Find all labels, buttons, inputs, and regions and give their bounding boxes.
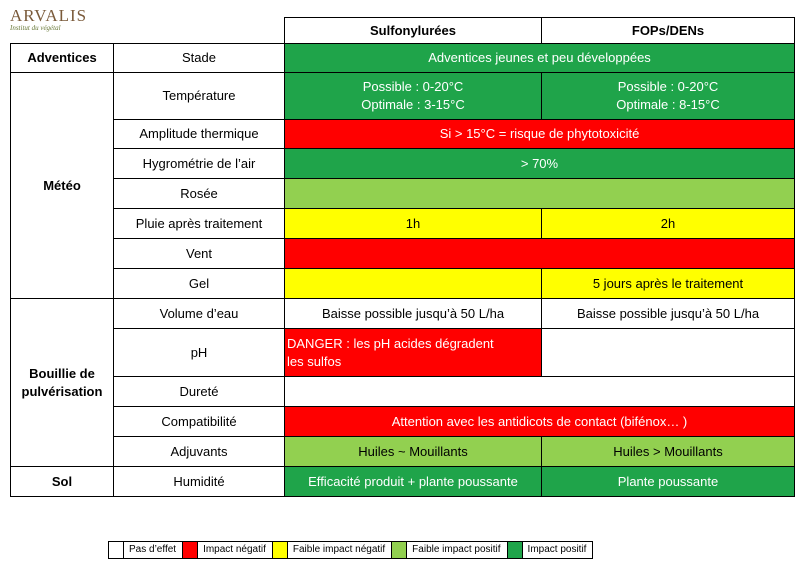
cell-humidite-fops: Plante poussante xyxy=(541,466,795,497)
color-legend: Pas d’effet Impact négatif Faible impact… xyxy=(108,541,594,559)
header-fops-dens: FOPs/DENs xyxy=(541,17,795,44)
herbicide-conditions-table: Sulfonylurées FOPs/DENs Adventices Stade… xyxy=(10,17,795,497)
temperature-sulfo-optimale: Optimale : 3-15°C xyxy=(361,97,465,112)
cell-amplitude: Si > 15°C = risque de phytotoxicité xyxy=(284,119,795,149)
legend-swatch-red xyxy=(182,542,199,558)
cell-compatibilite: Attention avec les antidicots de contact… xyxy=(284,406,795,437)
legend-item-impact-positif: Impact positif xyxy=(506,542,593,558)
cell-gel-fops: 5 jours après le traitement xyxy=(541,268,795,299)
ph-sulfo-line1: DANGER : les pH acides dégradent xyxy=(287,335,494,351)
cell-pluie-sulfo: 1h xyxy=(284,208,542,239)
legend-item-faible-negatif: Faible impact négatif xyxy=(271,542,391,558)
legend-swatch-light-green xyxy=(391,542,408,558)
row-label-vent: Vent xyxy=(113,238,285,269)
logo-name: ARVALIS xyxy=(10,6,88,25)
table-row: Hygrométrie de l’air > 70% xyxy=(11,148,795,179)
row-label-stade: Stade xyxy=(113,43,285,73)
temperature-sulfo-possible: Possible : 0-20°C xyxy=(362,79,464,94)
table-row: Météo Température Possible : 0-20°C Opti… xyxy=(10,72,795,299)
table-row: Vent xyxy=(11,238,795,269)
cell-ph-sulfo: DANGER : les pH acides dégradent les sul… xyxy=(284,328,542,377)
row-label-adjuvants: Adjuvants xyxy=(113,436,285,467)
legend-label: Impact négatif xyxy=(203,544,266,555)
header-sulfonylurees: Sulfonylurées xyxy=(284,17,542,44)
cell-vent xyxy=(284,238,795,269)
category-meteo: Météo xyxy=(10,72,114,299)
category-bouillie: Bouillie de pulvérisation xyxy=(10,298,114,467)
cell-adjuvants-sulfo: Huiles ~ Mouillants xyxy=(284,436,542,467)
category-adventices: Adventices xyxy=(10,43,114,73)
arvalis-logo: ARVALIS Institut du végétal xyxy=(10,6,87,32)
row-label-volume: Volume d’eau xyxy=(113,298,285,329)
legend-swatch-white xyxy=(109,542,124,558)
row-label-compatibilite: Compatibilité xyxy=(113,406,285,437)
row-label-temperature: Température xyxy=(113,72,285,120)
table-row: Bouillie de pulvérisation Volume d’eau B… xyxy=(10,298,795,467)
cell-volume-fops: Baisse possible jusqu’à 50 L/ha xyxy=(541,298,795,329)
legend-swatch-yellow xyxy=(271,542,288,558)
cell-temperature-sulfo: Possible : 0-20°C Optimale : 3-15°C xyxy=(284,72,542,120)
cell-volume-sulfo: Baisse possible jusqu’à 50 L/ha xyxy=(284,298,542,329)
temperature-fops-possible: Possible : 0-20°C xyxy=(617,79,719,94)
cell-humidite-sulfo: Efficacité produit + plante poussante xyxy=(284,466,542,497)
cell-pluie-fops: 2h xyxy=(541,208,795,239)
temperature-fops-optimale: Optimale : 8-15°C xyxy=(616,97,720,112)
logo-subtitle: Institut du végétal xyxy=(10,24,61,32)
legend-label: Pas d’effet xyxy=(129,544,177,555)
cell-temperature-fops: Possible : 0-20°C Optimale : 8-15°C xyxy=(541,72,795,120)
table-row: Adventices Stade Adventices jeunes et pe… xyxy=(10,43,795,73)
legend-swatch-green xyxy=(506,542,523,558)
row-label-rosee: Rosée xyxy=(113,178,285,209)
legend-item-pas-effet: Pas d’effet xyxy=(109,542,182,558)
cell-hygrometrie: > 70% xyxy=(284,148,795,179)
table-header-row: Sulfonylurées FOPs/DENs xyxy=(11,17,795,44)
legend-label: Faible impact positif xyxy=(412,544,501,555)
cell-durete xyxy=(284,376,795,407)
row-label-amplitude: Amplitude thermique xyxy=(113,119,285,149)
row-label-hygrometrie: Hygrométrie de l’air xyxy=(113,148,285,179)
row-label-pluie: Pluie après traitement xyxy=(113,208,285,239)
row-label-gel: Gel xyxy=(113,268,285,299)
cell-rosee xyxy=(284,178,795,209)
row-label-ph: pH xyxy=(113,328,285,377)
cell-gel-sulfo xyxy=(284,268,542,299)
table-row: Sol Humidité Efficacité produit + plante… xyxy=(10,466,795,497)
category-bouillie-line2: pulvérisation xyxy=(21,383,103,399)
table-row: Pluie après traitement 1h 2h xyxy=(11,208,795,239)
row-label-humidite: Humidité xyxy=(113,466,285,497)
cell-adjuvants-fops: Huiles > Mouillants xyxy=(541,436,795,467)
legend-item-impact-negatif: Impact négatif xyxy=(182,542,272,558)
legend-label: Impact positif xyxy=(527,544,587,555)
category-bouillie-line1: Bouillie de xyxy=(29,365,95,381)
cell-ph-fops xyxy=(541,328,795,377)
table-row: Adjuvants Huiles ~ Mouillants Huiles > M… xyxy=(11,436,795,467)
legend-label: Faible impact négatif xyxy=(292,544,386,555)
table-row: Compatibilité Attention avec les antidic… xyxy=(11,406,795,437)
legend-item-faible-positif: Faible impact positif xyxy=(391,542,506,558)
row-label-durete: Dureté xyxy=(113,376,285,407)
table-row: pH DANGER : les pH acides dégradent les … xyxy=(11,328,795,377)
table-row: Rosée xyxy=(11,178,795,209)
category-sol: Sol xyxy=(10,466,114,497)
table-row: Dureté xyxy=(11,376,795,407)
table-row: Amplitude thermique Si > 15°C = risque d… xyxy=(11,119,795,149)
cell-stade: Adventices jeunes et peu développées xyxy=(284,43,795,73)
table-row: Gel 5 jours après le traitement xyxy=(11,268,795,299)
ph-sulfo-line2: les sulfos xyxy=(287,353,342,369)
